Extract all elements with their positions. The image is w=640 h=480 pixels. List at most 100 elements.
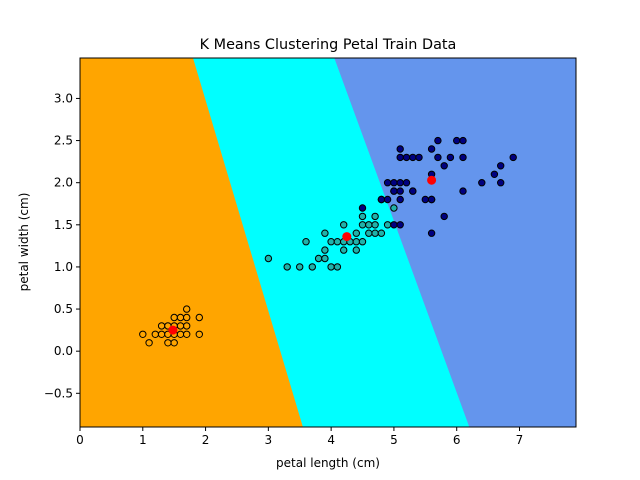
data-point <box>327 263 335 271</box>
data-point <box>302 238 310 246</box>
y-tick-label: 2.5 <box>54 134 73 148</box>
data-point <box>383 179 392 187</box>
region-1 <box>80 58 303 427</box>
data-point <box>321 229 329 237</box>
data-point <box>427 195 436 204</box>
data-point <box>396 195 404 204</box>
x-tick-label: 2 <box>202 433 210 447</box>
data-point <box>183 305 191 313</box>
y-tick-label: 0.0 <box>54 344 73 358</box>
data-point <box>459 136 467 145</box>
data-point <box>402 179 411 187</box>
data-point <box>157 330 166 338</box>
data-point <box>459 153 467 162</box>
data-point <box>321 246 329 254</box>
x-tick-label: 1 <box>139 433 147 447</box>
x-tick-label: 4 <box>327 433 335 447</box>
data-point <box>352 229 360 237</box>
data-point <box>490 170 499 179</box>
data-point <box>340 246 348 254</box>
data-point <box>358 212 367 221</box>
data-point <box>478 179 486 187</box>
centroids-layer <box>168 175 437 335</box>
data-point <box>383 195 392 204</box>
axes-frame <box>79 57 577 428</box>
x-tick-label: 0 <box>76 433 84 447</box>
data-point <box>321 254 329 263</box>
data-point <box>139 330 147 338</box>
data-point <box>390 187 398 195</box>
data-point <box>509 153 517 162</box>
data-point <box>390 179 398 187</box>
data-point <box>365 221 373 229</box>
centroid-marker <box>342 232 352 242</box>
data-point <box>377 229 386 237</box>
data-point <box>440 162 448 170</box>
data-point <box>383 221 392 229</box>
data-point <box>402 153 411 162</box>
data-point <box>352 238 360 246</box>
data-point <box>195 313 204 322</box>
data-point <box>427 229 436 237</box>
y-tick-label: 0.5 <box>54 302 73 316</box>
data-point <box>314 254 323 263</box>
y-tick-label: 1.0 <box>54 260 73 274</box>
data-point <box>396 187 404 195</box>
data-point <box>176 330 185 338</box>
data-point <box>358 238 367 246</box>
x-tick-label: 6 <box>453 433 461 447</box>
data-point <box>453 136 461 145</box>
centroid-marker <box>427 175 437 185</box>
y-tick-label: −0.5 <box>44 386 73 400</box>
data-point <box>409 187 417 195</box>
data-point <box>415 153 423 162</box>
data-point <box>434 153 442 162</box>
x-axis-label: petal length (cm) <box>276 456 380 470</box>
data-point <box>427 145 436 153</box>
data-point <box>390 204 398 212</box>
data-point <box>333 263 342 271</box>
data-point <box>340 221 348 229</box>
x-tick-label: 3 <box>265 433 273 447</box>
data-point <box>333 238 342 246</box>
y-axis-ticks: −0.5 0.0 0.5 1.0 1.5 2.0 2.5 3.0 <box>44 91 80 400</box>
x-tick-label: 5 <box>390 433 398 447</box>
x-axis-ticks: 0 1 2 3 4 5 6 7 <box>76 427 523 447</box>
data-point <box>176 322 185 330</box>
data-point <box>145 339 153 347</box>
data-point <box>396 153 404 162</box>
data-point <box>396 179 404 187</box>
data-point <box>176 313 185 322</box>
data-point <box>497 179 505 187</box>
data-point <box>352 246 360 254</box>
data-point <box>157 322 166 330</box>
data-point <box>421 195 429 204</box>
data-point <box>371 221 379 229</box>
data-point <box>365 229 373 237</box>
data-point <box>459 187 467 195</box>
data-point <box>358 204 367 212</box>
x-tick-label: 7 <box>516 433 524 447</box>
data-point <box>164 339 172 347</box>
data-point <box>283 263 291 271</box>
y-tick-label: 3.0 <box>54 91 73 105</box>
data-point <box>170 339 178 347</box>
data-point <box>308 263 316 271</box>
data-point <box>396 145 404 153</box>
data-point <box>183 313 191 322</box>
data-point <box>434 136 442 145</box>
y-axis-label: petal width (cm) <box>17 193 31 292</box>
data-point <box>440 212 448 221</box>
data-point <box>377 195 386 204</box>
data-point <box>183 322 191 330</box>
data-point <box>151 330 160 338</box>
data-point <box>170 313 178 322</box>
data-point <box>264 254 273 263</box>
data-point <box>371 212 379 221</box>
y-tick-label: 2.0 <box>54 176 73 190</box>
chart-title: K Means Clustering Petal Train Data <box>200 37 457 53</box>
data-point <box>296 263 304 271</box>
data-point <box>390 221 398 229</box>
data-point <box>396 221 404 229</box>
